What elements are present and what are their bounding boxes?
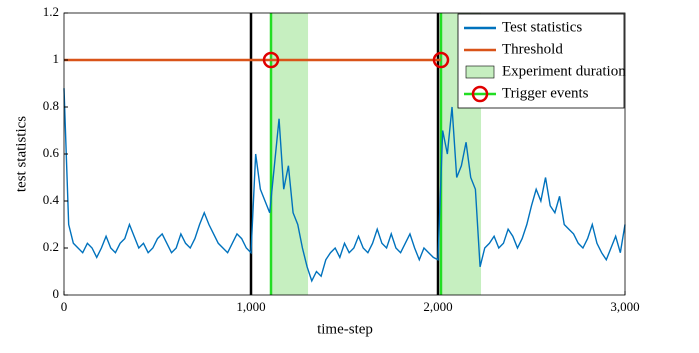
y-tick-label: 0.4 bbox=[43, 192, 60, 207]
legend-label: Experiment duration bbox=[502, 63, 626, 79]
x-tick-label: 2,000 bbox=[423, 299, 452, 314]
y-tick-label: 0.8 bbox=[43, 98, 59, 113]
legend-swatch bbox=[465, 65, 495, 79]
y-tick-label: 0.6 bbox=[43, 145, 60, 160]
legend-swatch bbox=[471, 85, 489, 103]
x-tick-label: 1,000 bbox=[236, 299, 265, 314]
x-tick-label: 3,000 bbox=[610, 299, 639, 314]
y-tick-label: 1 bbox=[53, 51, 60, 66]
x-axis-label: time-step bbox=[317, 321, 373, 337]
y-tick-label: 0.2 bbox=[43, 239, 59, 254]
y-tick-label: 1.2 bbox=[43, 4, 59, 19]
y-tick-label: 0 bbox=[53, 286, 60, 301]
legend-label: Trigger events bbox=[502, 85, 589, 101]
series-line bbox=[63, 88, 626, 283]
legend-label: Test statistics bbox=[502, 19, 582, 35]
x-tick-label: 0 bbox=[61, 299, 68, 314]
trigger-event bbox=[262, 51, 280, 69]
trigger-event bbox=[432, 51, 450, 69]
y-axis-label: test statistics bbox=[13, 116, 29, 192]
legend-label: Threshold bbox=[502, 41, 563, 57]
